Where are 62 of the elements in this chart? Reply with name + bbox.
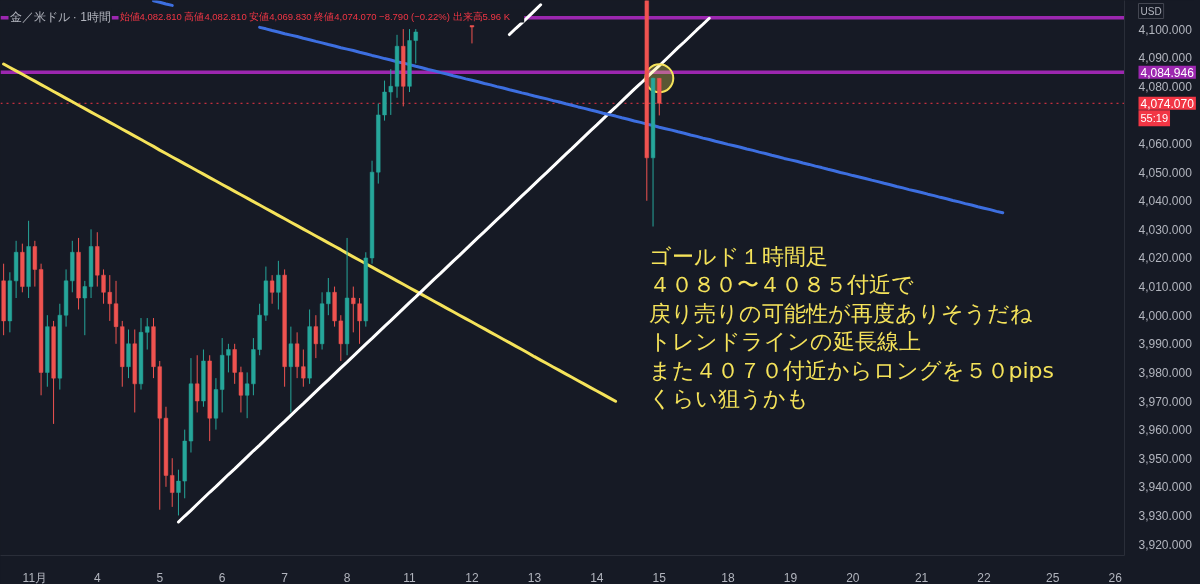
y-tick-label: 4,030.000 (1138, 222, 1193, 237)
y-tick-label: 4,050.000 (1138, 165, 1193, 180)
x-tick-label: 8 (343, 570, 351, 584)
y-axis-title: USD (1140, 5, 1162, 17)
x-tick-label: 21 (914, 570, 929, 584)
y-tick-label: 3,920.000 (1138, 537, 1193, 552)
x-tick-label: 14 (590, 570, 604, 584)
annotation: 戻り売りの可能性が再度ありそうだね (648, 300, 1033, 326)
x-tick-label: 18 (721, 570, 735, 584)
candlestick (195, 354, 200, 413)
candlestick (288, 326, 293, 413)
x-tick-label: 15 (652, 570, 667, 584)
candlestick (326, 277, 331, 316)
y-tick-label: 3,950.000 (1138, 451, 1193, 466)
x-tick-label: 22 (977, 570, 991, 584)
ref-line-label: 4,074.070 55:19 (1140, 96, 1195, 125)
annotation: また４０７０付近からロングを５０pips (648, 357, 1055, 383)
x-tick-label: 26 (1108, 570, 1123, 584)
y-tick-label: 4,060.000 (1138, 137, 1193, 152)
y-tick-label: 3,960.000 (1138, 423, 1193, 438)
x-tick-label: 6 (218, 570, 226, 584)
candlestick (469, 25, 475, 44)
annotation: ゴールド１時間足 (648, 243, 828, 269)
x-tick-label: 5 (156, 570, 164, 584)
x-tick-label: 11月 (22, 570, 48, 584)
annotation: ４０８０〜４０８５付近で (648, 272, 914, 297)
candlestick (82, 280, 87, 336)
y-tick-label: 3,930.000 (1138, 508, 1193, 523)
y-tick-label: 4,100.000 (1138, 22, 1193, 37)
candlestick (32, 240, 37, 288)
candlestick (313, 314, 318, 359)
y-tick-label: 3,970.000 (1138, 394, 1193, 409)
x-tick-label: 7 (281, 570, 289, 584)
candlestick (270, 274, 275, 305)
x-tick-label: 25 (1046, 570, 1060, 584)
y-tick-label: 4,090.000 (1138, 51, 1193, 66)
y-tick-label: 4,080.000 (1138, 79, 1193, 94)
y-tick-label: 3,990.000 (1138, 337, 1193, 352)
ref-line-label: 4,084.946 (1140, 65, 1195, 80)
x-tick-label: 19 (783, 570, 798, 584)
annotation: トレンドラインの延長線上 (648, 329, 921, 354)
line-series (2, 62, 618, 403)
candlestick (176, 469, 181, 516)
y-tick-label: 3,940.000 (1138, 480, 1193, 495)
x-tick-label: 4 (93, 570, 101, 584)
y-tick-label: 4,020.000 (1138, 251, 1193, 266)
candlestick (126, 328, 131, 379)
y-tick-label: 4,010.000 (1138, 280, 1193, 295)
y-tick-label: 4,000.000 (1138, 308, 1193, 323)
annotation: くらい狙うかも (648, 386, 809, 411)
text: 始値4,082.810 高値4,082.810 安値4,069.830 終値4,074.070 −8.790 (−0.22%) 出来高5.96 K (119, 10, 511, 22)
x-tick-label: 20 (846, 570, 860, 584)
x-tick-label: 12 (465, 570, 479, 584)
y-tick-label: 4,040.000 (1138, 194, 1193, 209)
candlestick (276, 260, 281, 310)
candlestick (338, 314, 343, 362)
text: 金／米ドル · 1時間 (9, 9, 111, 24)
y-tick-label: 3,980.000 (1138, 365, 1193, 380)
candlestick (245, 371, 250, 419)
x-tick-label: 11 (403, 570, 417, 584)
candlestick (170, 457, 175, 508)
x-tick-label: 13 (527, 570, 542, 584)
